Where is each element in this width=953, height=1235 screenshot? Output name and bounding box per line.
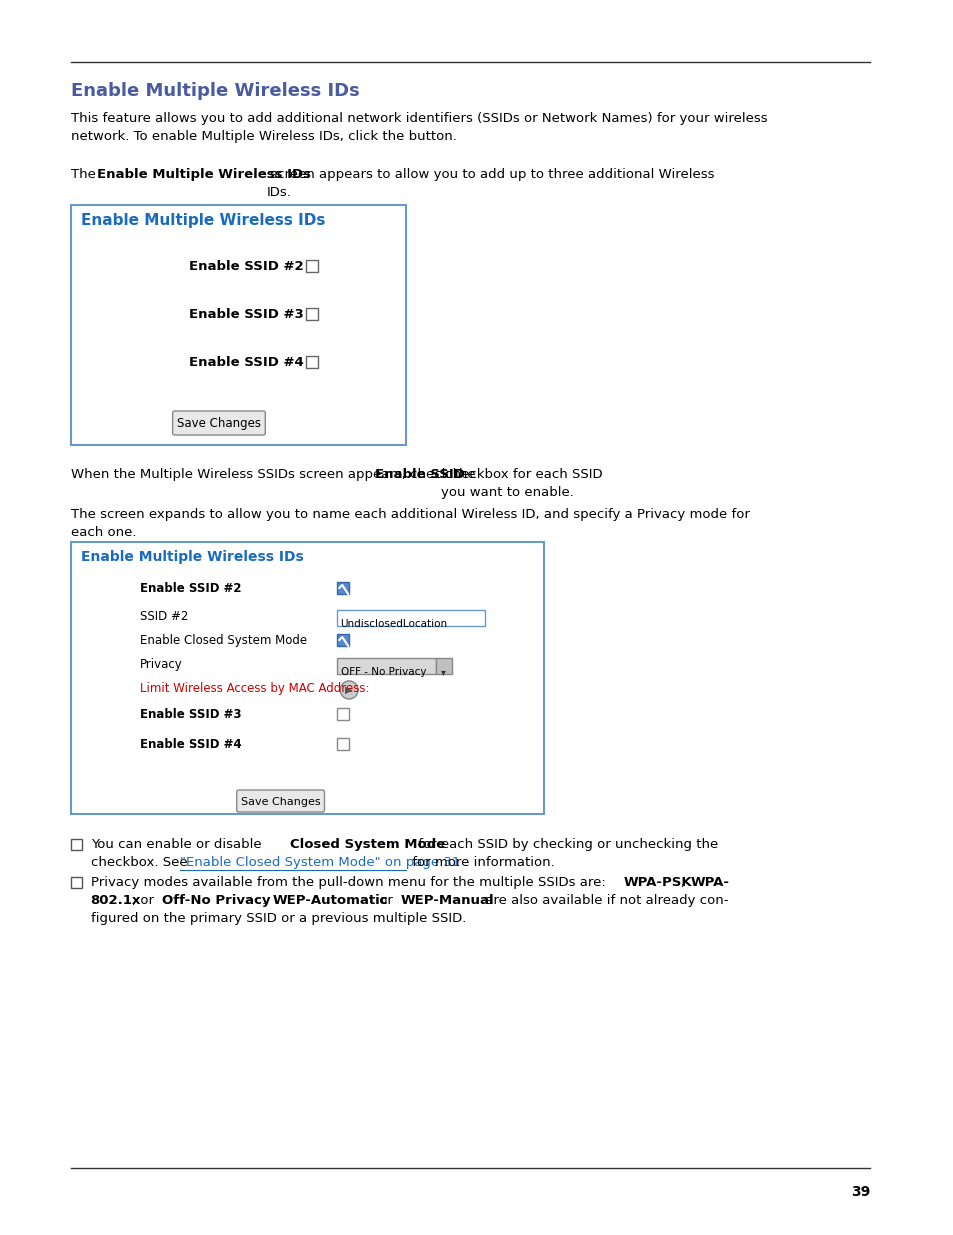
Text: Limit Wireless Access by MAC Address:: Limit Wireless Access by MAC Address: [140, 682, 369, 695]
Text: Enable SSID #4: Enable SSID #4 [189, 356, 304, 369]
Bar [305, 261, 317, 272]
Text: .: . [262, 894, 271, 906]
Bar [337, 708, 349, 720]
Text: You can enable or disable: You can enable or disable [91, 839, 265, 851]
Text: This feature allows you to add additional network identifiers (SSIDs or Network : This feature allows you to add additiona… [71, 112, 767, 143]
Text: WPA-: WPA- [690, 876, 729, 889]
Text: screen appears to allow you to add up to three additional Wireless
IDs.: screen appears to allow you to add up to… [266, 168, 714, 199]
Text: Enable SSID #4: Enable SSID #4 [140, 739, 241, 751]
Text: for more information.: for more information. [408, 856, 555, 869]
Bar [71, 839, 82, 850]
Text: Enable Multiple Wireless IDs: Enable Multiple Wireless IDs [81, 212, 325, 228]
Text: OFF - No Privacy: OFF - No Privacy [341, 667, 426, 677]
Text: Privacy: Privacy [140, 658, 183, 671]
Bar [436, 658, 452, 674]
Text: Privacy modes available from the pull-down menu for the multiple SSIDs are:: Privacy modes available from the pull-do… [91, 876, 609, 889]
FancyBboxPatch shape [337, 610, 485, 626]
Bar [305, 308, 317, 320]
Bar [337, 739, 349, 750]
Text: WEP-Automatic: WEP-Automatic [272, 894, 388, 906]
Text: WPA-PSK: WPA-PSK [622, 876, 691, 889]
Text: Off-No Privacy: Off-No Privacy [162, 894, 270, 906]
Text: When the Multiple Wireless SSIDs screen appears, check the: When the Multiple Wireless SSIDs screen … [71, 468, 479, 480]
Bar [337, 582, 349, 594]
Text: Enable SSID #2: Enable SSID #2 [140, 582, 241, 595]
Text: Enable SSID #2: Enable SSID #2 [189, 261, 304, 273]
Text: The screen expands to allow you to name each additional Wireless ID, and specify: The screen expands to allow you to name … [71, 508, 749, 538]
Text: 802.1x: 802.1x [91, 894, 141, 906]
Text: ▶: ▶ [345, 685, 353, 695]
Text: figured on the primary SSID or a previous multiple SSID.: figured on the primary SSID or a previou… [91, 911, 466, 925]
Text: , or: , or [132, 894, 158, 906]
Text: WEP-Manual: WEP-Manual [400, 894, 494, 906]
Text: Enable SSID: Enable SSID [375, 468, 464, 480]
FancyBboxPatch shape [71, 205, 406, 445]
Text: Save Changes: Save Changes [240, 797, 320, 806]
Text: UndisclosedLocation: UndisclosedLocation [340, 619, 447, 629]
Text: Closed System Mode: Closed System Mode [290, 839, 445, 851]
Text: Enable Closed System Mode: Enable Closed System Mode [140, 634, 307, 647]
Circle shape [340, 680, 357, 699]
Text: are also available if not already con-: are also available if not already con- [481, 894, 728, 906]
Bar [71, 877, 82, 888]
Text: Enable Multiple Wireless IDs: Enable Multiple Wireless IDs [81, 550, 303, 564]
Text: 39: 39 [850, 1186, 869, 1199]
Text: Save Changes: Save Changes [176, 417, 261, 431]
Text: Enable SSID #3: Enable SSID #3 [140, 708, 241, 721]
FancyBboxPatch shape [236, 790, 324, 811]
FancyBboxPatch shape [172, 411, 265, 435]
Text: Enable Multiple Wireless IDs: Enable Multiple Wireless IDs [96, 168, 311, 182]
Text: The: The [71, 168, 100, 182]
Text: checkbox for each SSID
you want to enable.: checkbox for each SSID you want to enabl… [440, 468, 602, 499]
Text: for each SSID by checking or unchecking the: for each SSID by checking or unchecking … [414, 839, 718, 851]
Text: ,: , [679, 876, 688, 889]
Text: checkbox. See: checkbox. See [91, 856, 192, 869]
Text: Enable SSID #3: Enable SSID #3 [189, 308, 304, 321]
FancyBboxPatch shape [337, 658, 436, 674]
Text: ▾: ▾ [441, 667, 446, 677]
Bar [337, 634, 349, 646]
Bar [305, 356, 317, 368]
Text: SSID #2: SSID #2 [140, 610, 189, 622]
FancyBboxPatch shape [71, 542, 544, 814]
Text: or: or [375, 894, 396, 906]
Text: Enable Multiple Wireless IDs: Enable Multiple Wireless IDs [71, 82, 359, 100]
Text: "Enable Closed System Mode" on page 31: "Enable Closed System Mode" on page 31 [179, 856, 459, 869]
